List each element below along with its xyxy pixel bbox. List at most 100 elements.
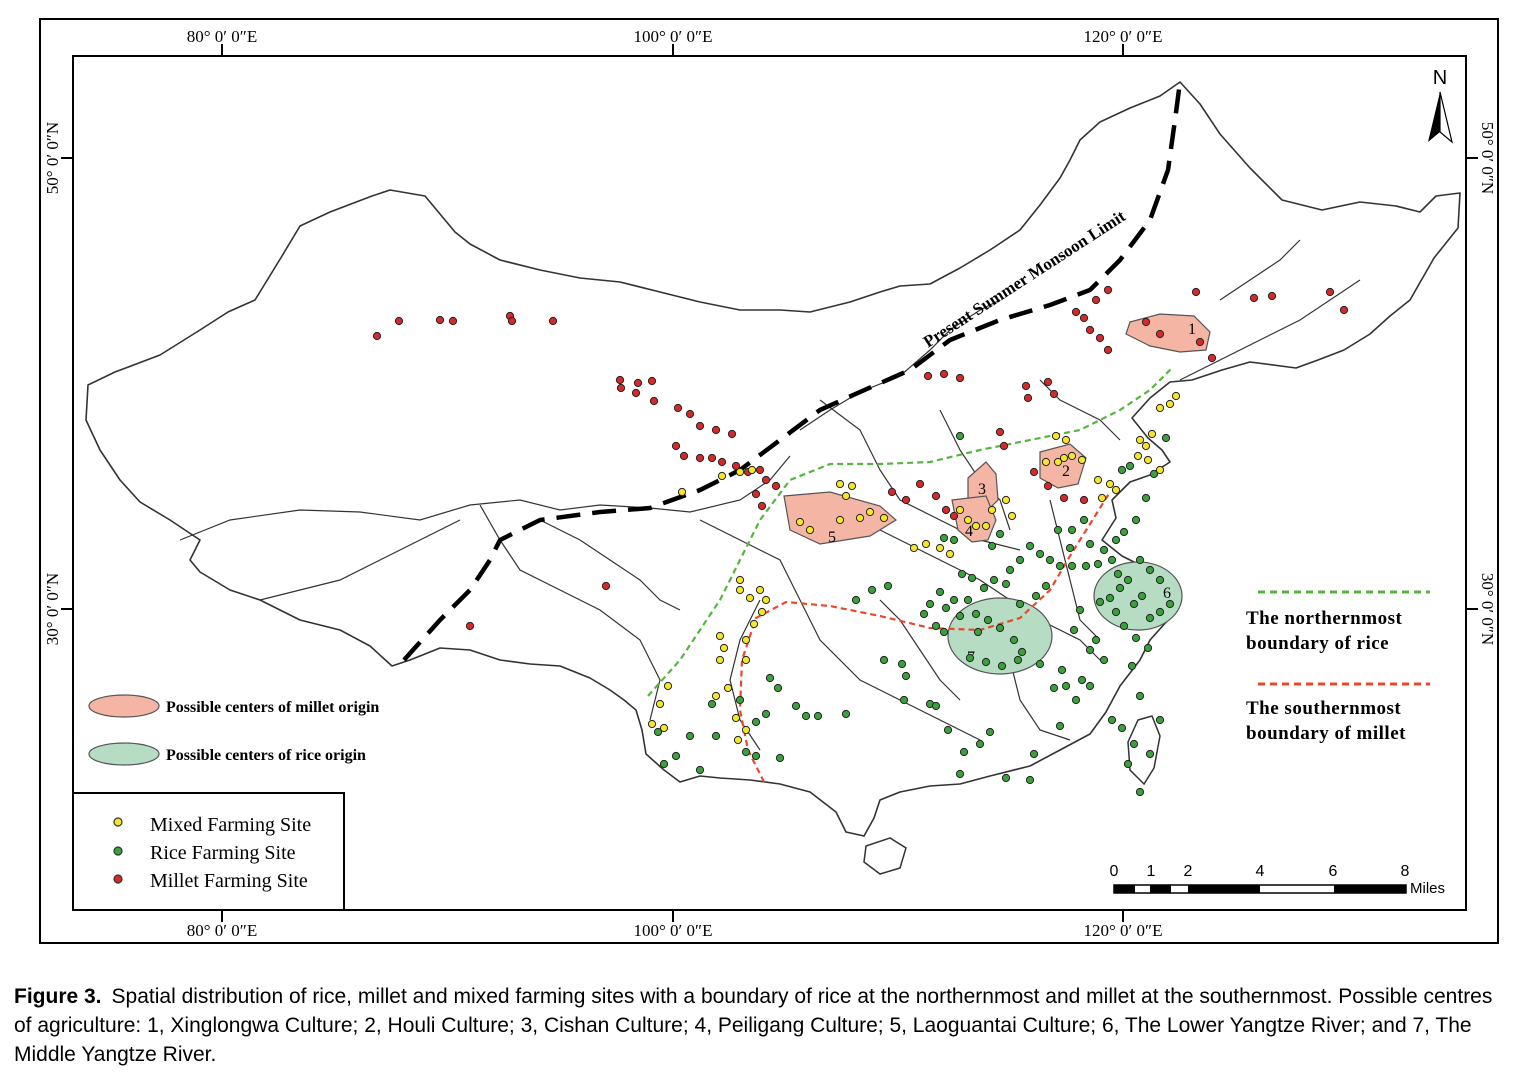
rice-site-marker: [1009, 635, 1019, 645]
rice-site-marker: [949, 595, 959, 605]
millet-site-marker: [1059, 493, 1069, 503]
rice-site-marker: [1093, 559, 1103, 569]
lat-label-right-50: 50° 0′ 0″N: [1478, 122, 1497, 194]
rice-site-marker: [965, 653, 975, 663]
rice-site-marker: [1075, 605, 1085, 615]
millet-site-marker: [615, 375, 625, 385]
rice-site-marker: [1053, 525, 1063, 535]
rice-site-marker: [1115, 583, 1125, 593]
mixed-site-marker: [715, 631, 725, 641]
scale-bar: 0 1 2 4 6 8 Miles: [1110, 863, 1445, 897]
mixed-site-marker: [1111, 485, 1121, 495]
rice-site-marker: [1145, 565, 1155, 575]
rice-site-marker: [1145, 749, 1155, 759]
millet-site-marker: [761, 475, 771, 485]
millet-site-marker: [755, 465, 765, 475]
mixed-site-marker: [1067, 451, 1077, 461]
rice-site-marker: [707, 699, 717, 709]
rice-site-marker: [1117, 465, 1127, 475]
millet-site-marker: [1155, 329, 1165, 339]
millet-site-marker: [679, 451, 689, 461]
rice-site-marker: [1149, 469, 1159, 479]
rice-site-marker: [1161, 433, 1171, 443]
millet-site-marker: [1043, 481, 1053, 491]
millet-site-marker: [915, 479, 925, 489]
mixed-site-marker: [847, 481, 857, 491]
millet-site-marker: [631, 388, 641, 398]
rice-site-marker: [1025, 541, 1035, 551]
rice-site-marker: [1045, 555, 1055, 565]
millet-site-marker: [647, 376, 657, 386]
millet-site-marker: [1085, 325, 1095, 335]
mixed-site-marker: [1155, 465, 1165, 475]
rice-site-marker: [1035, 659, 1045, 669]
rice-site-marker: [971, 609, 981, 619]
mixed-site-marker: [879, 513, 889, 523]
rice-site-marker: [1123, 759, 1133, 769]
mixed-site-marker: [935, 543, 945, 553]
rice-site-marker: [973, 627, 983, 637]
mixed-site-marker: [741, 655, 751, 665]
rice-site-marker: [983, 615, 993, 625]
scale-tick-0: 0: [1110, 863, 1119, 880]
rice-site-marker: [931, 621, 941, 631]
mixed-site-marker: [1093, 475, 1103, 485]
millet-site-marker: [717, 457, 727, 467]
rice-site-marker: [695, 765, 705, 775]
mixed-site-marker: [1007, 511, 1017, 521]
rice-site-marker: [1031, 591, 1041, 601]
rice-site-marker: [1041, 581, 1051, 591]
site-legend: Mixed Farming Site Rice Farming Site Mil…: [72, 792, 345, 911]
mixed-site-marker: [761, 595, 771, 605]
mixed-site-marker: [757, 607, 767, 617]
mixed-site-swatch: [113, 817, 123, 827]
boundary-legend: The northernmost boundary of rice The so…: [1246, 590, 1430, 744]
mixed-site-marker: [735, 467, 745, 477]
rice-site-marker: [1085, 539, 1095, 549]
rice-site-marker: [1061, 681, 1071, 691]
rice-site-marker: [1099, 545, 1109, 555]
mixed-site-marker: [1001, 495, 1011, 505]
rice-site-marker: [931, 701, 941, 711]
rice-site-marker: [997, 661, 1007, 671]
rice-site-marker: [751, 751, 761, 761]
rice-site-marker: [955, 431, 965, 441]
millet-centers: [783, 313, 1211, 545]
scale-tick-4: 4: [1256, 863, 1265, 880]
rice-site-marker: [1165, 599, 1175, 609]
mixed-site-marker: [841, 491, 851, 501]
millet-site-marker: [1021, 381, 1031, 391]
farming-sites: [372, 285, 1349, 797]
lon-label-top-80: 80° 0′ 0″E: [187, 27, 257, 46]
mixed-site-marker: [855, 513, 865, 523]
rice-site-marker: [1001, 773, 1011, 783]
millet-center-1: [1125, 313, 1211, 353]
millet-site-marker: [1191, 287, 1201, 297]
lat-label-left-50: 50° 0′ 0″N: [43, 122, 62, 194]
center-number-3: 3: [978, 481, 986, 498]
rice-site-marker: [1079, 515, 1089, 525]
rice-site-marker: [751, 717, 761, 727]
mixed-site-marker: [749, 619, 759, 629]
rice-site-marker: [1055, 561, 1065, 571]
rice-site-marker: [1155, 607, 1165, 617]
mixed-site-marker: [655, 699, 665, 709]
rice-site-marker: [1145, 613, 1155, 623]
inner-frame: [72, 55, 1467, 911]
rice-site-marker: [1105, 593, 1115, 603]
taiwan-island: [1127, 715, 1161, 786]
millet-site-marker: [1249, 293, 1259, 303]
rice-site-marker: [735, 695, 745, 705]
millet-site-marker: [1079, 495, 1089, 505]
mixed-site-marker: [795, 517, 805, 527]
millet-site-marker: [923, 371, 933, 381]
millet-site-marker: [751, 489, 761, 499]
rice-site-marker: [1141, 493, 1151, 503]
scale-unit: Miles: [1410, 880, 1445, 897]
millet-site-marker: [616, 383, 626, 393]
center-number-2: 2: [1062, 463, 1070, 480]
mixed-site-marker: [717, 471, 727, 481]
lon-label-top-120: 120° 0′ 0″E: [1084, 27, 1163, 46]
rice-site-marker: [711, 731, 721, 741]
mixed-site-marker: [805, 525, 815, 535]
